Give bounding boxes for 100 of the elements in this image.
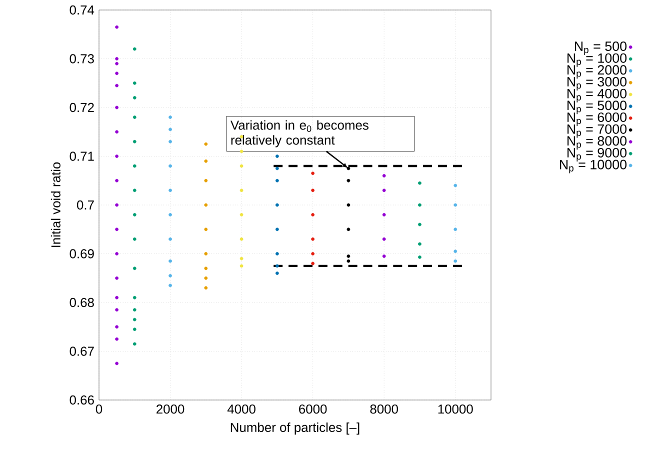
point xyxy=(382,237,386,241)
point xyxy=(115,228,119,232)
y-tick-label: 0.71 xyxy=(70,152,94,161)
point xyxy=(418,222,422,226)
point xyxy=(168,140,172,144)
point xyxy=(275,178,279,182)
point xyxy=(168,188,172,192)
point xyxy=(132,96,136,100)
point xyxy=(346,178,350,182)
point xyxy=(346,203,350,207)
point xyxy=(132,164,136,168)
point xyxy=(275,228,279,232)
point xyxy=(115,178,119,182)
point xyxy=(418,203,422,207)
point xyxy=(240,150,244,154)
point xyxy=(275,252,279,256)
x-tick-label: 2000 xyxy=(156,404,184,414)
point xyxy=(382,188,386,192)
point xyxy=(240,256,244,260)
point xyxy=(240,164,244,168)
point xyxy=(454,259,458,263)
x-axis-title: Number of particles [–] xyxy=(230,422,360,435)
point xyxy=(168,164,172,168)
point xyxy=(115,154,119,158)
point xyxy=(115,325,119,329)
point xyxy=(132,342,136,346)
point xyxy=(132,328,136,332)
point xyxy=(204,178,208,182)
point xyxy=(115,308,119,312)
y-tick-label: 0.69 xyxy=(70,249,94,258)
point xyxy=(240,188,244,192)
point xyxy=(115,62,119,66)
point xyxy=(346,166,350,170)
point xyxy=(204,142,208,146)
point xyxy=(115,57,119,60)
point xyxy=(115,276,119,280)
point xyxy=(132,140,136,144)
point xyxy=(204,228,208,232)
point xyxy=(240,237,244,241)
y-tick-label: 0.68 xyxy=(70,298,94,308)
point xyxy=(168,237,172,241)
x-tick-label: 4000 xyxy=(227,404,256,414)
point xyxy=(382,213,386,216)
point xyxy=(311,237,315,241)
point xyxy=(275,166,279,170)
y-axis-title: Initial void ratio xyxy=(50,162,60,247)
point xyxy=(204,266,208,270)
x-tick-label: 8000 xyxy=(370,404,398,414)
x-tick-label: 10000 xyxy=(438,404,473,414)
point xyxy=(346,259,350,263)
point xyxy=(115,25,119,29)
y-tick-label: 0.7 xyxy=(76,200,94,210)
y-tick-label: 0.66 xyxy=(70,395,94,405)
point xyxy=(168,259,172,263)
point xyxy=(204,276,208,280)
point xyxy=(115,337,119,341)
annotation: Variation in e$_{0}$ becomes relatively constant xyxy=(230,120,368,148)
point xyxy=(132,116,136,119)
point xyxy=(132,318,136,322)
point xyxy=(382,254,386,258)
point xyxy=(168,213,172,216)
point xyxy=(132,188,136,192)
point xyxy=(132,81,136,85)
point xyxy=(115,362,119,366)
y-tick-label: 0.74 xyxy=(70,5,94,15)
point xyxy=(418,181,422,185)
point xyxy=(115,84,119,88)
point xyxy=(311,213,315,216)
y-tick-label: 0.72 xyxy=(70,102,94,112)
point xyxy=(132,296,136,300)
point xyxy=(346,228,350,232)
point xyxy=(204,203,208,207)
point xyxy=(240,213,244,216)
point xyxy=(168,128,172,132)
point xyxy=(168,284,172,288)
point xyxy=(382,174,386,178)
point xyxy=(168,274,172,278)
point xyxy=(418,255,422,259)
legend-label: N$_{p}$ = 10000 xyxy=(560,160,627,174)
y-tick-label: 0.67 xyxy=(70,346,94,356)
x-tick-label: 0 xyxy=(96,404,102,414)
point xyxy=(346,254,350,258)
point xyxy=(275,272,279,275)
point xyxy=(311,262,315,266)
point xyxy=(454,184,458,188)
point xyxy=(454,203,458,207)
point xyxy=(204,159,208,163)
point xyxy=(275,203,279,207)
point xyxy=(240,264,244,268)
point xyxy=(311,252,315,256)
x-tick-label: 6000 xyxy=(299,404,327,414)
point xyxy=(115,252,119,256)
point xyxy=(115,203,119,207)
point xyxy=(115,106,119,110)
point xyxy=(132,266,136,270)
point xyxy=(204,286,208,290)
point xyxy=(454,250,458,254)
point xyxy=(115,296,119,300)
point xyxy=(418,242,422,246)
point xyxy=(311,188,315,192)
